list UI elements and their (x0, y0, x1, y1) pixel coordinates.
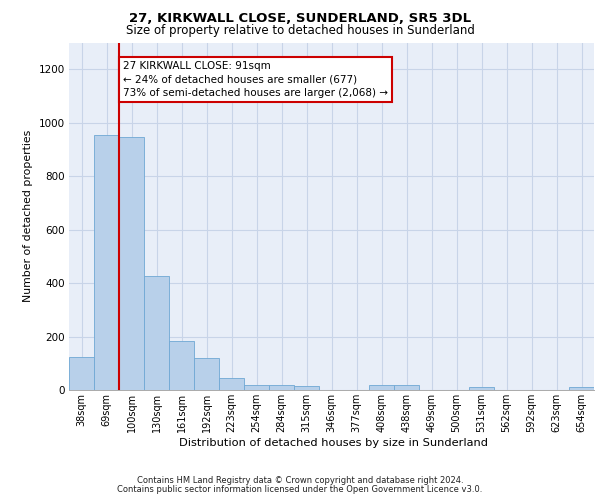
Text: 27, KIRKWALL CLOSE, SUNDERLAND, SR5 3DL: 27, KIRKWALL CLOSE, SUNDERLAND, SR5 3DL (129, 12, 471, 26)
Text: Contains public sector information licensed under the Open Government Licence v3: Contains public sector information licen… (118, 484, 482, 494)
Text: Size of property relative to detached houses in Sunderland: Size of property relative to detached ho… (125, 24, 475, 37)
Bar (119, 138, 144, 390)
Bar (244, 384, 269, 390)
Bar (394, 385, 419, 390)
Bar (569, 388, 594, 390)
Text: Distribution of detached houses by size in Sunderland: Distribution of detached houses by size … (179, 438, 488, 448)
Bar (194, 358, 219, 390)
Text: Contains HM Land Registry data © Crown copyright and database right 2024.: Contains HM Land Registry data © Crown c… (137, 476, 463, 485)
Bar (469, 388, 494, 390)
Bar (69, 356, 94, 390)
Bar (144, 276, 169, 390)
Bar (94, 134, 119, 390)
Bar (269, 384, 294, 390)
Y-axis label: Number of detached properties: Number of detached properties (23, 130, 33, 302)
Bar (369, 385, 394, 390)
Bar (219, 378, 244, 390)
Bar (169, 341, 194, 390)
Text: 27 KIRKWALL CLOSE: 91sqm
← 24% of detached houses are smaller (677)
73% of semi-: 27 KIRKWALL CLOSE: 91sqm ← 24% of detach… (123, 61, 388, 98)
Bar (294, 386, 319, 390)
